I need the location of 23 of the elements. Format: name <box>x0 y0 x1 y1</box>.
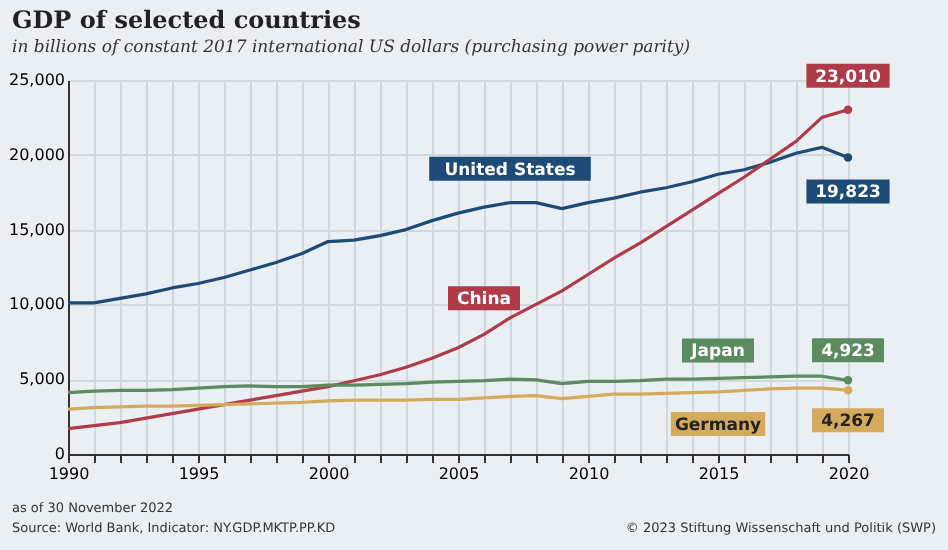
x-tick-label: 2020 <box>828 465 870 483</box>
chart-subtitle: in billions of constant 2017 international US dollars (purchasing power parity) <box>12 38 693 58</box>
data-label: 19,823 <box>815 183 881 204</box>
x-tick-label: 2010 <box>568 465 610 483</box>
series-label: United States <box>444 160 576 181</box>
x-tick-label: 1990 <box>48 465 90 483</box>
x-tick-label: 1995 <box>178 465 220 483</box>
data-label: 4,267 <box>821 412 876 433</box>
y-tick-label: 15,000 <box>9 220 65 239</box>
y-tick-label: 0 <box>54 445 65 463</box>
y-tick-label: 20,000 <box>9 145 65 164</box>
x-tick-label: 2015 <box>698 465 740 483</box>
chart-title: GDP of selected countries <box>12 6 363 34</box>
y-tick-label: 10,000 <box>9 295 65 314</box>
series-label: Japan <box>689 342 745 363</box>
series-label: Germany <box>674 415 763 436</box>
x-tick-label: 2000 <box>308 465 350 483</box>
y-tick-label: 25,000 <box>9 71 65 89</box>
data-label: 23,010 <box>815 67 881 88</box>
series-label: China <box>457 290 512 311</box>
y-tick-label: 5,000 <box>19 370 65 389</box>
data-label: 4,923 <box>821 342 876 363</box>
x-tick-label: 2005 <box>438 465 480 483</box>
